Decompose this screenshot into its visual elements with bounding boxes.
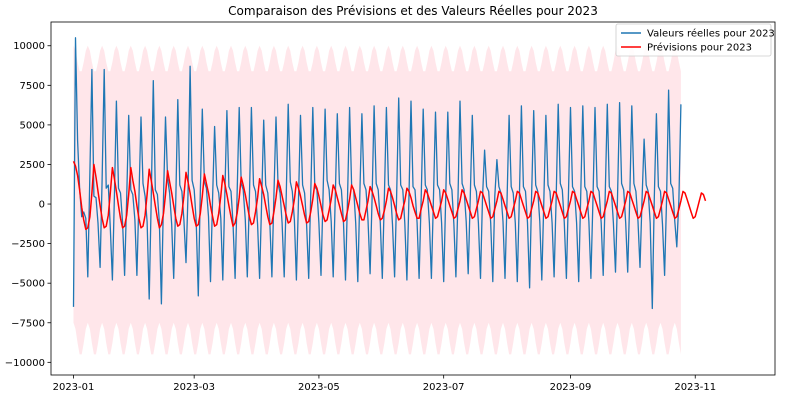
y-tick-label: 2500	[20, 160, 45, 171]
x-tick-label: 2023-07	[423, 382, 465, 393]
legend-label-forecast: Prévisions pour 2023	[647, 42, 752, 54]
x-axis: 2023-01 2023-03 2023-05 2023-07 2023-09 2023-…	[53, 375, 716, 393]
x-tick-label: 2023-09	[550, 382, 592, 393]
y-tick-label: 7500	[20, 81, 45, 92]
y-tick-label: −7500	[11, 318, 45, 329]
legend-box	[615, 23, 772, 57]
y-tick-label: 0	[39, 200, 45, 211]
y-tick-label: −10000	[5, 358, 45, 369]
x-tick-label: 2023-01	[53, 382, 95, 393]
series-line-forecast	[72, 161, 707, 231]
y-tick-label: 5000	[20, 120, 45, 131]
x-tick-label: 2023-03	[173, 382, 215, 393]
plot-area	[50, 21, 776, 376]
legend-label-actual: Valeurs réelles pour 2023	[647, 28, 775, 40]
series-layer	[72, 37, 707, 310]
y-tick-label: −2500	[11, 239, 45, 250]
y-tick-label: 10000	[13, 41, 45, 52]
series-line-actual	[72, 37, 682, 310]
chart-title: Comparaison des Prévisions et des Valeur…	[228, 4, 598, 18]
legend: Valeurs réelles pour 2023 Prévisions pou…	[615, 23, 775, 57]
y-axis: −10000 −7500 −5000 −2500 0 2500 5000 7500 10000	[5, 41, 51, 369]
x-tick-label: 2023-05	[298, 382, 340, 393]
y-tick-label: −5000	[11, 279, 45, 290]
x-tick-label: 2023-11	[674, 382, 716, 393]
plot-frame	[50, 21, 776, 376]
